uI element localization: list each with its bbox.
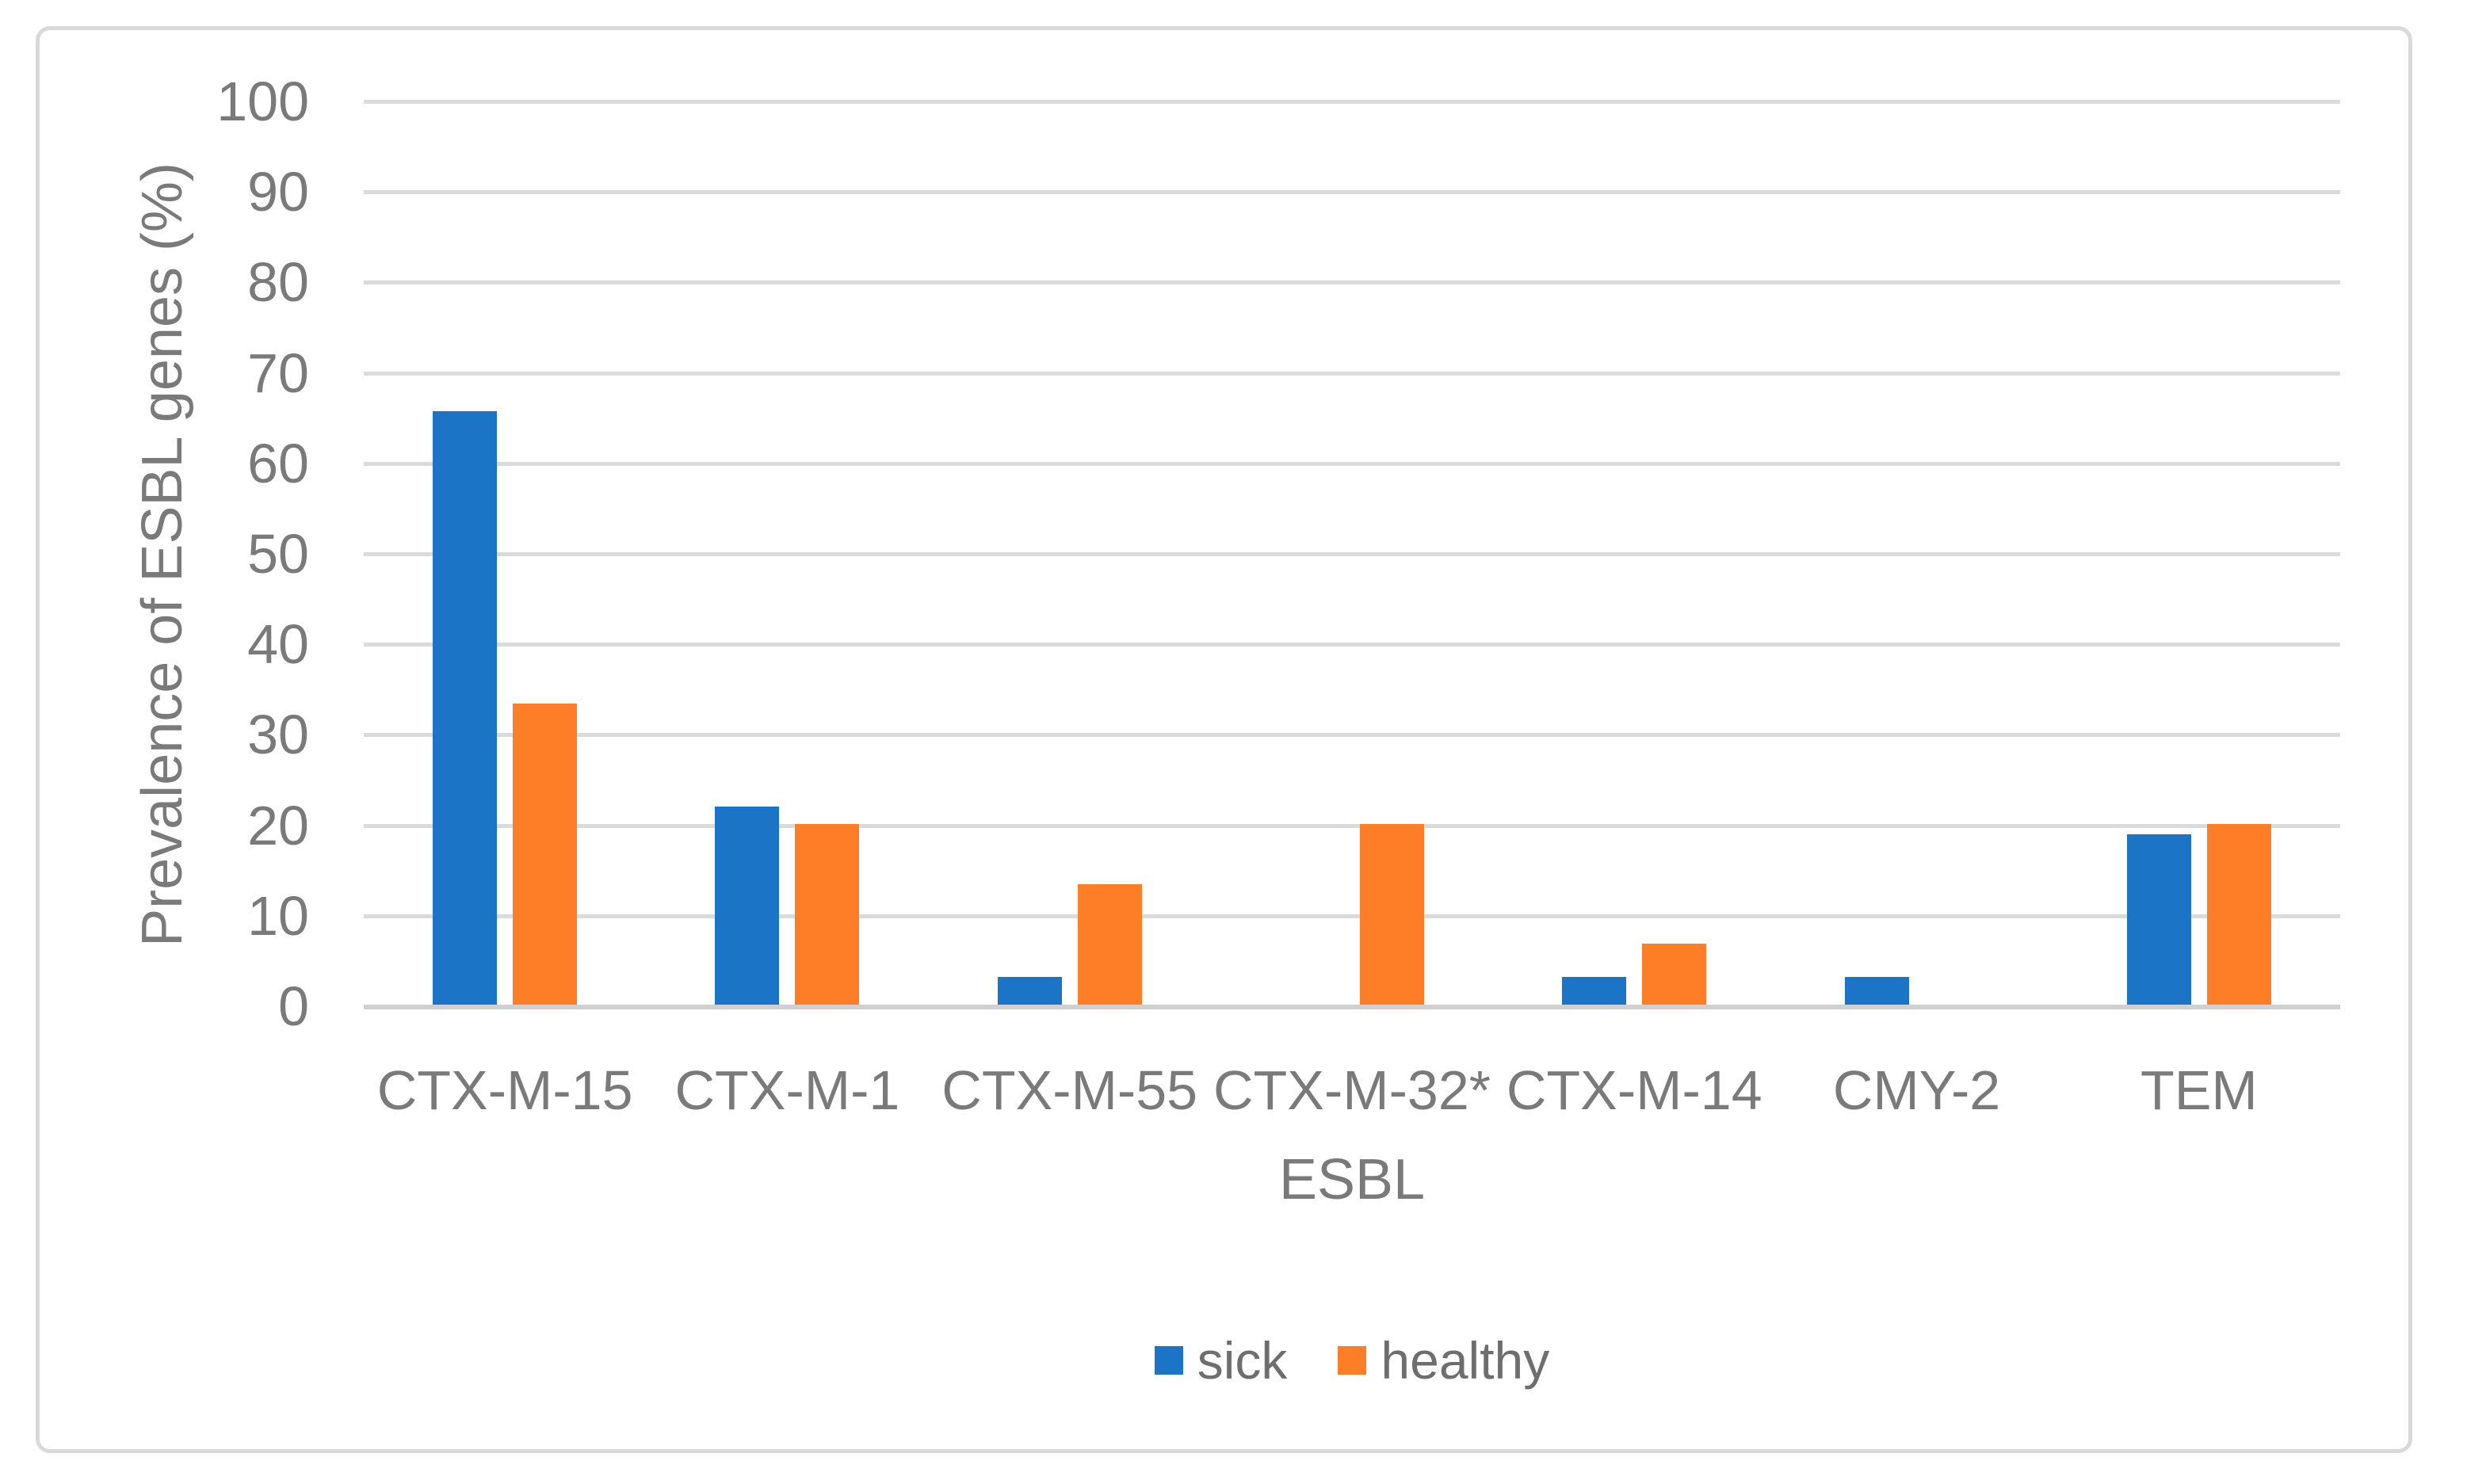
bar-sick-ctx-m-15 bbox=[433, 411, 498, 1005]
bar-healthy-ctx-m-55 bbox=[1077, 884, 1142, 1005]
x-axis-title: ESBL bbox=[1278, 1148, 1426, 1211]
y-tick-label-30: 30 bbox=[247, 704, 309, 765]
plot-area bbox=[364, 100, 2340, 1009]
y-tick-labels: 0 10 20 30 40 50 60 70 80 90 100 bbox=[119, 74, 309, 1034]
x-tick-label-ctx-m-15: CTX-M-15 bbox=[376, 1059, 633, 1121]
y-tick-label-70: 70 bbox=[247, 342, 309, 404]
y-tick-label-10: 10 bbox=[247, 885, 309, 947]
bar-healthy-ctx-m-15 bbox=[513, 704, 578, 1005]
x-tick-label-ctx-m-1: CTX-M-1 bbox=[674, 1059, 900, 1121]
bar-sick-ctx-m-1 bbox=[715, 807, 780, 1005]
legend-label-healthy: healthy bbox=[1381, 1331, 1550, 1390]
y-tick-label-90: 90 bbox=[247, 161, 309, 223]
x-tick-label-ctx-m-32*: CTX-M-32* bbox=[1212, 1059, 1491, 1121]
bar-sick-ctx-m-14 bbox=[1562, 977, 1627, 1005]
y-tick-label-100: 100 bbox=[216, 71, 309, 132]
legend-item-sick: sick bbox=[1154, 1331, 1288, 1390]
y-tick-label-0: 0 bbox=[278, 975, 309, 1037]
bar-healthy-ctx-m-14 bbox=[1642, 944, 1707, 1005]
bar-sick-tem bbox=[2126, 834, 2191, 1005]
legend-swatch-sick bbox=[1154, 1346, 1183, 1375]
gridline-90 bbox=[364, 190, 2340, 194]
y-tick-label-20: 20 bbox=[247, 795, 309, 856]
bar-group-tem bbox=[2058, 100, 2340, 1005]
gridline-70 bbox=[364, 372, 2340, 376]
bar-group-ctx-m-14 bbox=[1493, 100, 1775, 1005]
bar-sick-cmy-2 bbox=[1844, 977, 1909, 1005]
gridline-60 bbox=[364, 462, 2340, 466]
x-tick-label-ctx-m-55: CTX-M-55 bbox=[941, 1059, 1198, 1121]
bar-group-ctx-m-1 bbox=[646, 100, 928, 1005]
gridline-80 bbox=[364, 280, 2340, 284]
bar-group-ctx-m-32* bbox=[1211, 100, 1493, 1005]
x-tick-labels: CTX-M-15 CTX-M-1 CTX-M-55 CTX-M-32* CTX-M-14… bbox=[364, 1059, 2340, 1122]
gridline-10 bbox=[364, 914, 2340, 918]
bar-healthy-ctx-m-1 bbox=[795, 824, 860, 1005]
legend-label-sick: sick bbox=[1197, 1331, 1288, 1390]
x-tick-label-tem: TEM bbox=[2140, 1059, 2258, 1121]
bar-group-ctx-m-15 bbox=[364, 100, 646, 1005]
legend-swatch-healthy bbox=[1338, 1346, 1367, 1375]
bar-healthy-tem bbox=[2206, 824, 2271, 1005]
gridline-50 bbox=[364, 552, 2340, 556]
gridline-30 bbox=[364, 733, 2340, 737]
bar-sick-ctx-m-55 bbox=[997, 977, 1062, 1005]
bar-group-ctx-m-55 bbox=[929, 100, 1211, 1005]
y-tick-label-40: 40 bbox=[247, 613, 309, 675]
y-tick-label-80: 80 bbox=[247, 251, 309, 313]
gridline-100 bbox=[364, 100, 2340, 104]
bars-layer bbox=[364, 100, 2340, 1005]
legend: sick healthy bbox=[364, 1334, 2340, 1387]
legend-item-healthy: healthy bbox=[1338, 1334, 1549, 1387]
x-tick-label-ctx-m-14: CTX-M-14 bbox=[1506, 1059, 1762, 1121]
gridline-40 bbox=[364, 643, 2340, 647]
bar-healthy-ctx-m-32* bbox=[1359, 824, 1424, 1005]
y-tick-label-60: 60 bbox=[247, 433, 309, 494]
gridline-0 bbox=[364, 1005, 2340, 1009]
gridline-20 bbox=[364, 824, 2340, 828]
chart-border-frame bbox=[36, 26, 2412, 1453]
bar-group-cmy-2 bbox=[1775, 100, 2057, 1005]
x-tick-label-cmy-2: CMY-2 bbox=[1832, 1059, 2001, 1121]
y-tick-label-50: 50 bbox=[247, 523, 309, 585]
